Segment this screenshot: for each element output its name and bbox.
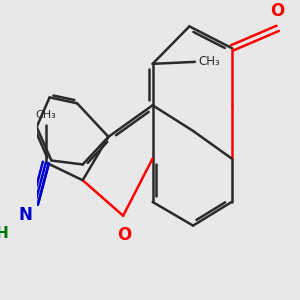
Text: H: H <box>0 226 8 241</box>
Text: N: N <box>19 206 32 224</box>
Text: CH₃: CH₃ <box>199 56 220 68</box>
Text: O: O <box>271 2 285 20</box>
Text: O: O <box>118 226 132 244</box>
Text: CH₃: CH₃ <box>35 110 56 120</box>
